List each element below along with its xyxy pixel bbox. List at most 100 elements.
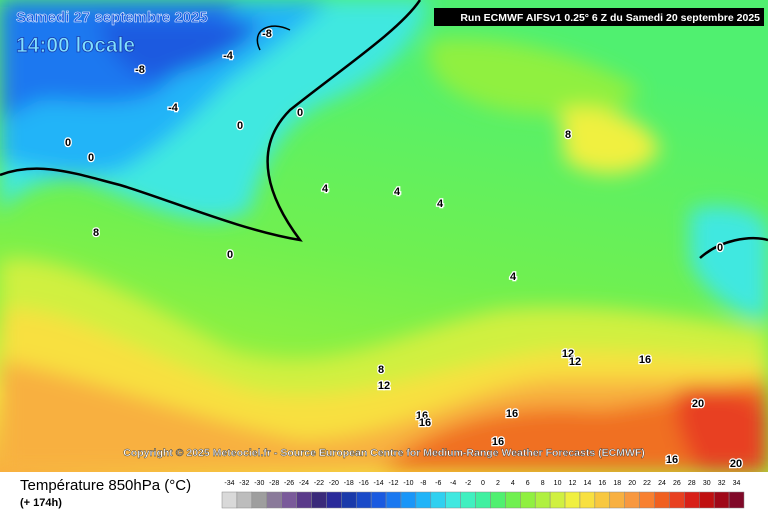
scale-label: -30 (254, 480, 264, 487)
scale-swatch (520, 491, 536, 509)
scale-label: 32 (718, 480, 726, 487)
forecast-time: 14:00 locale (16, 34, 135, 57)
scale-swatch (221, 491, 238, 509)
contour-label: 12 (378, 380, 390, 392)
scale-swatch (326, 491, 342, 509)
scale-label: -20 (329, 480, 339, 487)
scale-label: 28 (688, 480, 696, 487)
contour-label: 4 (437, 198, 444, 210)
scale-label: -34 (224, 480, 234, 487)
scale-swatch (355, 491, 372, 509)
scale-label: -26 (284, 480, 294, 487)
scale-swatch (475, 491, 491, 509)
field-title: Température 850hPa (°C) (20, 477, 191, 494)
contour-label: 0 (227, 249, 233, 261)
contour-label: 4 (394, 186, 401, 198)
scale-label: -10 (403, 480, 413, 487)
scale-swatch (728, 491, 745, 509)
contour-label: 16 (666, 454, 678, 466)
contour-label: 12 (569, 356, 581, 368)
run-info: Run ECMWF AIFSv1 0.25° 6 Z du Samedi 20 … (460, 12, 760, 24)
contour-label: 0 (297, 107, 303, 119)
scale-label: 4 (511, 480, 515, 487)
scale-label: -2 (465, 480, 471, 487)
contour-label: 20 (692, 398, 704, 410)
scale-swatch (415, 491, 432, 509)
scale-swatch (564, 491, 581, 509)
scale-label: 26 (673, 480, 681, 487)
scale-label: 6 (526, 480, 530, 487)
scale-swatch (311, 491, 327, 509)
scale-swatch (370, 491, 387, 509)
scale-label: -8 (420, 480, 426, 487)
scale-swatch (505, 491, 521, 509)
scale-label: -28 (269, 480, 279, 487)
scale-label: 34 (733, 480, 741, 487)
contour-label: -8 (135, 64, 145, 76)
scale-swatch (341, 491, 357, 509)
copyright: Copyright © 2025 Meteociel.fr - Source E… (123, 447, 645, 459)
forecast-date: Samedi 27 septembre 2025 (16, 9, 208, 26)
scale-label: 30 (703, 480, 711, 487)
contour-label: -4 (168, 102, 179, 114)
scale-swatch (699, 491, 715, 509)
scale-label: -12 (388, 480, 398, 487)
scale-label: -6 (435, 480, 441, 487)
temperature-field (0, 0, 768, 472)
run-banner (434, 8, 764, 26)
scale-label: 14 (584, 480, 592, 487)
scale-label: -14 (374, 480, 384, 487)
contour-label: 16 (419, 417, 431, 429)
scale-label: 24 (658, 480, 666, 487)
scale-swatch (669, 491, 685, 509)
scale-label: -16 (359, 480, 369, 487)
scale-swatch (624, 491, 640, 509)
scale-swatch (266, 491, 282, 509)
scale-swatch (684, 491, 700, 509)
contour-label: 4 (510, 271, 517, 283)
contour-label: 16 (416, 410, 428, 422)
scale-swatch (460, 491, 476, 509)
scale-swatch (490, 491, 506, 509)
scale-label: -4 (450, 480, 456, 487)
scale-swatch (236, 491, 253, 509)
scale-swatch (385, 491, 402, 509)
contour-label: -4 (223, 50, 234, 62)
scale-swatch (654, 491, 670, 509)
contour-label: 8 (378, 364, 384, 376)
contour-label: 0 (717, 242, 723, 254)
contour-label: 12 (562, 348, 574, 360)
scale-label: 22 (643, 480, 651, 487)
scale-swatch (639, 491, 655, 509)
scale-swatch (713, 491, 730, 509)
scale-label: 2 (496, 480, 500, 487)
contour-label: 20 (730, 458, 742, 470)
scale-swatch (579, 491, 596, 509)
scale-label: -32 (239, 480, 249, 487)
contour-label: 0 (88, 152, 94, 164)
contour-label: 16 (639, 354, 651, 366)
scale-swatch (534, 491, 551, 509)
scale-label: 12 (569, 480, 577, 487)
scale-label: 16 (598, 480, 606, 487)
scale-label: 20 (628, 480, 636, 487)
contour-label: 8 (93, 227, 99, 239)
lead-time: (+ 174h) (20, 497, 62, 509)
scale-swatch (430, 491, 446, 509)
contour-label: 16 (506, 408, 518, 420)
contour-label: 0 (237, 120, 243, 132)
color-scale: -34 -32 -30 -28 -26 -24 -22 -20 -18 -16 -14 -12 -10-… (221, 480, 745, 509)
scale-label: 18 (613, 480, 621, 487)
scale-label: 8 (541, 480, 545, 487)
scale-label: -18 (344, 480, 354, 487)
contour-label: 0 (65, 137, 71, 149)
scale-label: -22 (314, 480, 324, 487)
contour-label: 8 (565, 129, 571, 141)
scale-swatch (445, 491, 461, 509)
scale-swatch (281, 491, 297, 509)
scale-swatch (400, 491, 417, 509)
contour-label: 4 (322, 183, 329, 195)
